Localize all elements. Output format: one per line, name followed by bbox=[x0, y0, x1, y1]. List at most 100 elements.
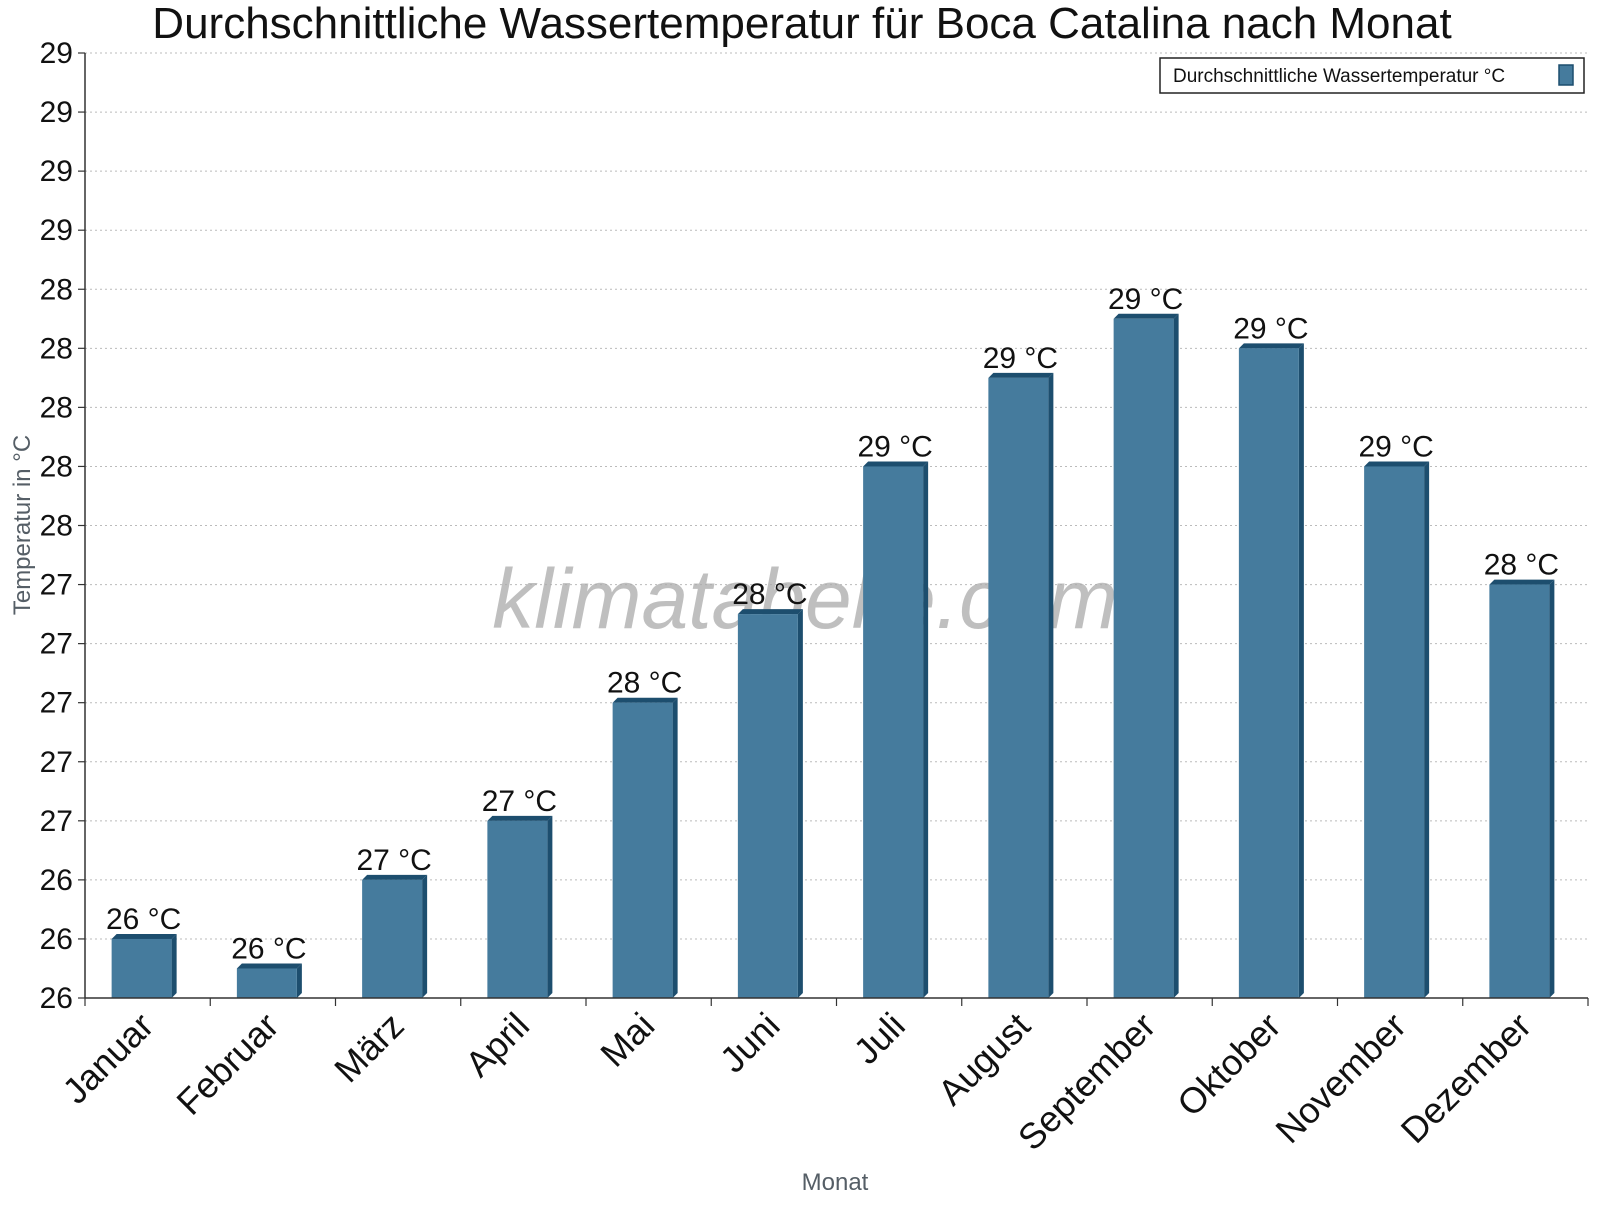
bar bbox=[612, 702, 673, 998]
y-tick-label: 26 bbox=[40, 864, 73, 897]
legend-label: Durchschnittliche Wassertemperatur °C bbox=[1173, 66, 1505, 87]
bar-side bbox=[1549, 579, 1555, 998]
y-tick-label: 28 bbox=[40, 510, 73, 543]
bar-group: 28 °C bbox=[607, 667, 682, 998]
bar bbox=[1364, 466, 1425, 998]
bar-side bbox=[1173, 313, 1179, 998]
bar-side bbox=[672, 697, 678, 998]
bar bbox=[362, 879, 423, 998]
x-tick-label: Oktober bbox=[1169, 1005, 1289, 1125]
bar bbox=[863, 466, 924, 998]
bar-side bbox=[1298, 343, 1304, 998]
x-tick-label: Juli bbox=[846, 1005, 913, 1072]
x-tick-label: Juni bbox=[712, 1005, 788, 1081]
bar-side bbox=[547, 815, 553, 998]
y-tick-label: 26 bbox=[40, 923, 73, 956]
bar-top bbox=[1364, 461, 1430, 467]
bar-value-label: 27 °C bbox=[356, 844, 431, 877]
bar-top bbox=[362, 874, 428, 880]
bar-side bbox=[797, 609, 803, 998]
bar-top bbox=[1238, 343, 1304, 349]
y-tick-label: 27 bbox=[40, 569, 73, 602]
bar-group: 29 °C bbox=[1233, 312, 1309, 998]
x-tick-label: Januar bbox=[54, 1005, 161, 1112]
bar-group: 27 °C bbox=[356, 844, 432, 998]
bar-group: 28 °C bbox=[1484, 549, 1559, 998]
x-tick-label: August bbox=[930, 1005, 1038, 1113]
y-tick-label: 27 bbox=[40, 746, 73, 779]
y-tick-label: 29 bbox=[40, 96, 73, 129]
y-tick-label: 26 bbox=[40, 982, 73, 1015]
bar-group: 28 °C bbox=[732, 578, 808, 998]
y-tick-label: 28 bbox=[40, 273, 73, 306]
y-axis-title: Temperatur in °C bbox=[9, 435, 36, 615]
bar-top bbox=[737, 609, 803, 615]
y-tick-label: 29 bbox=[40, 214, 73, 247]
bar-value-label: 26 °C bbox=[231, 932, 306, 965]
bar bbox=[111, 938, 172, 998]
bar-side bbox=[171, 933, 177, 998]
x-axis-title: Monat bbox=[802, 1169, 869, 1196]
bar-value-label: 28 °C bbox=[732, 578, 807, 611]
bar bbox=[1238, 348, 1299, 998]
x-tick-label: September bbox=[1010, 1005, 1164, 1159]
bar-top bbox=[487, 815, 553, 821]
chart-title: Durchschnittliche Wassertemperatur für B… bbox=[152, 0, 1451, 48]
bar-value-label: 28 °C bbox=[607, 667, 682, 700]
y-tick-label: 28 bbox=[40, 450, 73, 483]
bar bbox=[988, 377, 1049, 998]
bar-value-label: 29 °C bbox=[1108, 283, 1183, 316]
bar bbox=[236, 968, 297, 998]
y-tick-label: 28 bbox=[40, 391, 73, 424]
bar-top bbox=[612, 697, 678, 703]
bar-group: 29 °C bbox=[1108, 283, 1183, 998]
y-tick-label: 29 bbox=[40, 37, 73, 70]
y-tick-label: 29 bbox=[40, 155, 73, 188]
bar-side bbox=[1048, 372, 1054, 998]
bar-value-label: 27 °C bbox=[482, 785, 557, 818]
bar bbox=[737, 614, 798, 998]
legend-swatch bbox=[1558, 64, 1574, 86]
y-tick-label: 27 bbox=[40, 805, 73, 838]
bar-top bbox=[236, 963, 302, 969]
x-tick-label: März bbox=[326, 1005, 412, 1091]
bar-top bbox=[1489, 579, 1555, 585]
legend-box bbox=[1159, 57, 1585, 94]
bar-value-label: 29 °C bbox=[1358, 430, 1433, 463]
bar bbox=[487, 820, 548, 998]
y-tick-label: 27 bbox=[40, 687, 73, 720]
bar-side bbox=[1424, 461, 1430, 998]
bar-top bbox=[1113, 313, 1179, 319]
x-tick-label: Februar bbox=[168, 1005, 286, 1123]
legend: Durchschnittliche Wassertemperatur °C bbox=[1159, 57, 1585, 94]
gridlines bbox=[85, 52, 1588, 940]
x-tick-label: Dezember bbox=[1393, 1005, 1539, 1151]
bar-value-label: 29 °C bbox=[1233, 312, 1308, 345]
bar-group: 27 °C bbox=[482, 785, 557, 998]
bar-top bbox=[988, 372, 1054, 378]
bar bbox=[1113, 318, 1174, 998]
y-tick-label: 28 bbox=[40, 332, 73, 365]
bar-side bbox=[923, 461, 929, 998]
x-tick-label: April bbox=[457, 1005, 537, 1085]
bar-value-label: 29 °C bbox=[857, 430, 932, 463]
bar-group: 26 °C bbox=[106, 903, 181, 998]
bar-top bbox=[863, 461, 929, 467]
bar-group: 29 °C bbox=[1358, 430, 1434, 998]
bar-side bbox=[296, 963, 302, 998]
bar-group: 29 °C bbox=[983, 342, 1058, 998]
bar-group: 26 °C bbox=[231, 932, 307, 998]
bar bbox=[1489, 584, 1550, 998]
bars: 26 °C 26 °C 27 °C 27 °C 28 °C 28 °C 29 °C 29 °C… bbox=[106, 283, 1559, 998]
x-tick-label: Mai bbox=[592, 1005, 662, 1075]
bar-side bbox=[422, 874, 428, 998]
bar-group: 29 °C bbox=[857, 430, 933, 998]
y-tick-label: 27 bbox=[40, 628, 73, 661]
x-tick-label: November bbox=[1267, 1005, 1413, 1151]
bar-value-label: 26 °C bbox=[106, 903, 181, 936]
bar-top bbox=[111, 933, 177, 939]
bar-value-label: 29 °C bbox=[983, 342, 1058, 375]
bar-value-label: 28 °C bbox=[1484, 549, 1559, 582]
